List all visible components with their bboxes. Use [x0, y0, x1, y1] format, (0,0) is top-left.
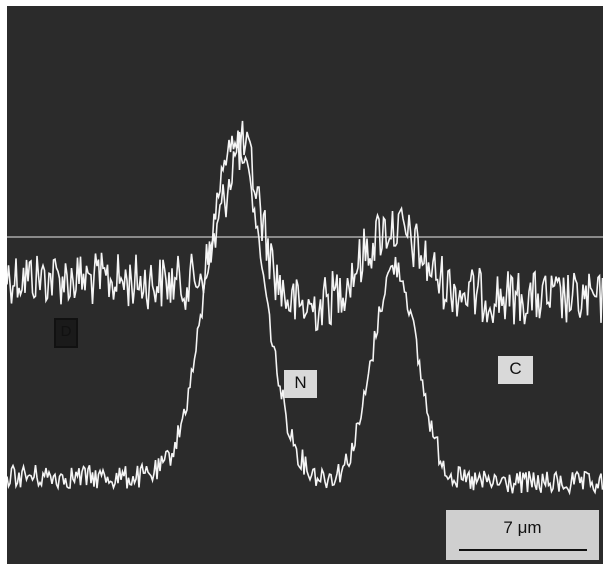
- upper-trace: [7, 120, 603, 332]
- scale-bar-box: 7 μm: [446, 510, 599, 560]
- scale-bar: [459, 549, 587, 551]
- trace-canvas: [7, 120, 603, 496]
- label-n: N: [284, 370, 317, 398]
- label-d: D: [54, 318, 78, 348]
- scale-bar-label: 7 μm: [503, 518, 542, 537]
- oscilloscope-image: D N C 7 μm: [7, 6, 603, 564]
- label-c: C: [498, 356, 533, 384]
- lower-trace: [7, 131, 603, 496]
